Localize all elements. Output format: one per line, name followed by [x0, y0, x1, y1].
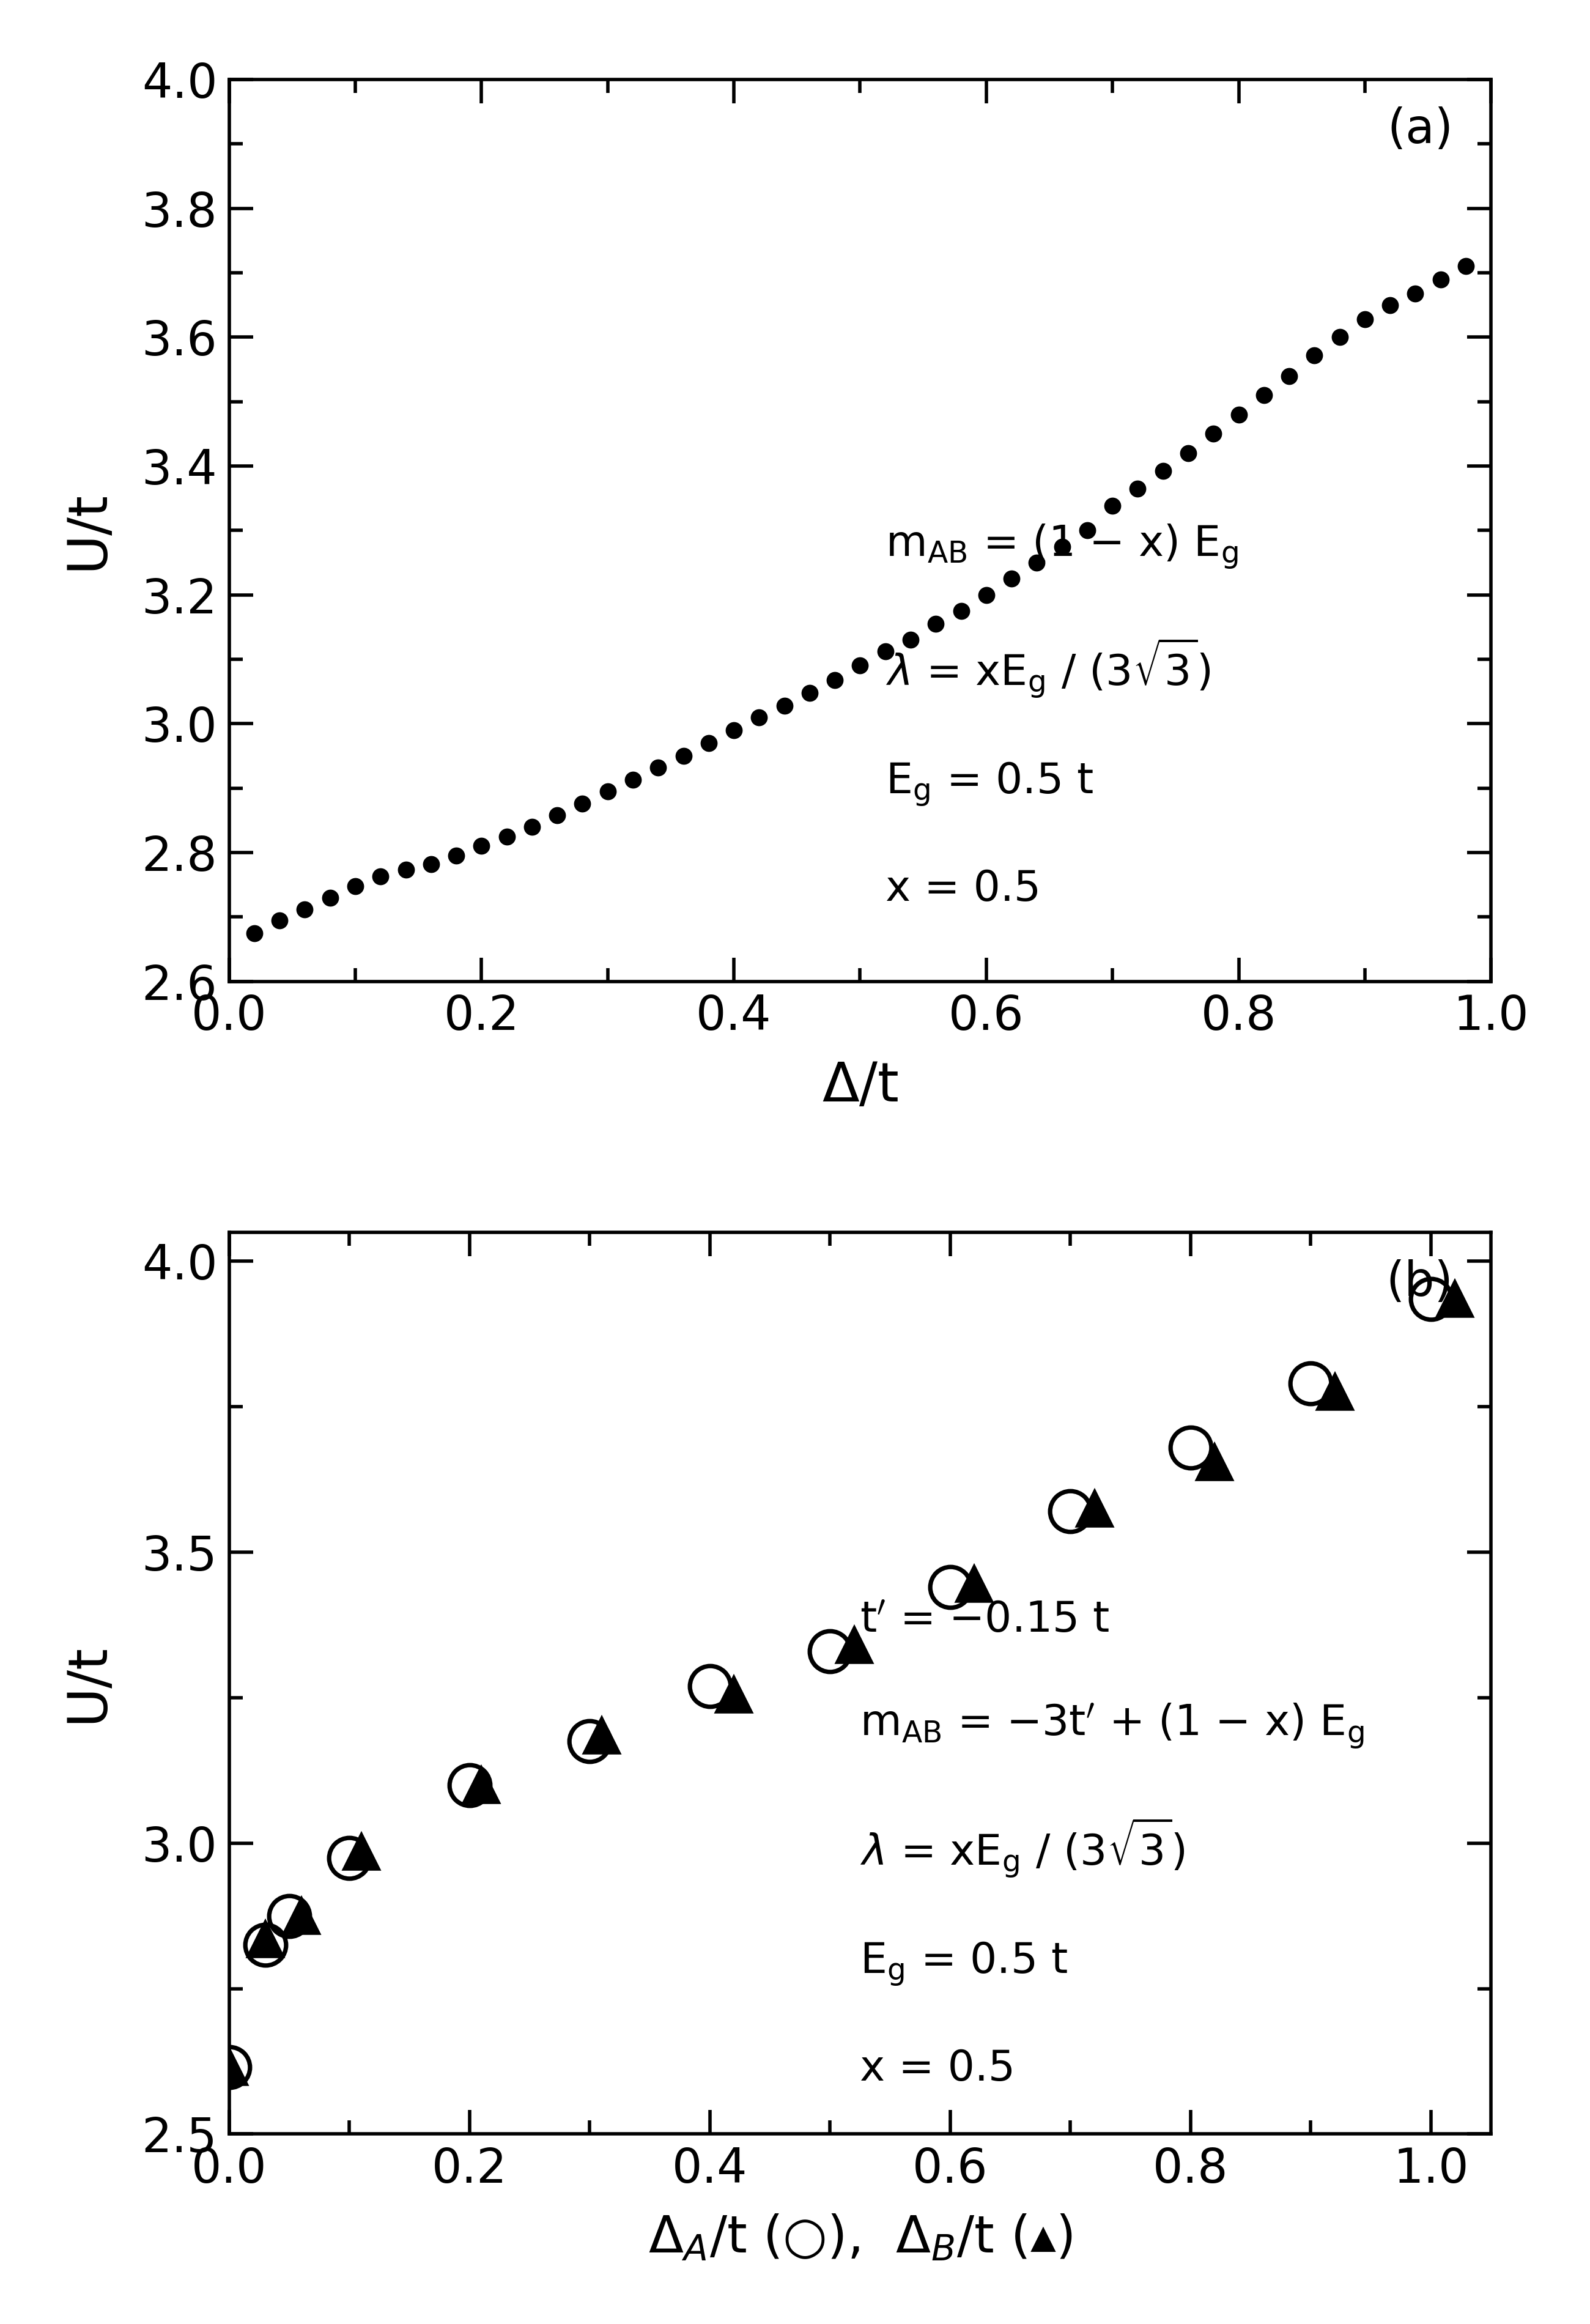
Y-axis label: U/t: U/t [62, 1643, 114, 1722]
X-axis label: $\Delta_A$/t $(\bigcirc)$,  $\Delta_B$/t $(\blacktriangle)$: $\Delta_A$/t $(\bigcirc)$, $\Delta_B$/t … [649, 2212, 1072, 2264]
Text: (b): (b) [1386, 1260, 1453, 1306]
Text: m$_{\mathregular{AB}}$ = (1 $-$ x) E$_{\mathregular{g}}$

$\lambda$ = xE$_{\math: m$_{\mathregular{AB}}$ = (1 $-$ x) E$_{\… [886, 523, 1237, 909]
Text: (a): (a) [1386, 107, 1453, 153]
X-axis label: $\Delta$/t: $\Delta$/t [822, 1060, 898, 1113]
Text: t$'$ = $-$0.15 t

m$_{\mathregular{AB}}$ = $-$3t$'$ + (1 $-$ x) E$_{\mathregular: t$'$ = $-$0.15 t m$_{\mathregular{AB}}$ … [860, 1599, 1364, 2089]
Y-axis label: U/t: U/t [60, 490, 114, 569]
